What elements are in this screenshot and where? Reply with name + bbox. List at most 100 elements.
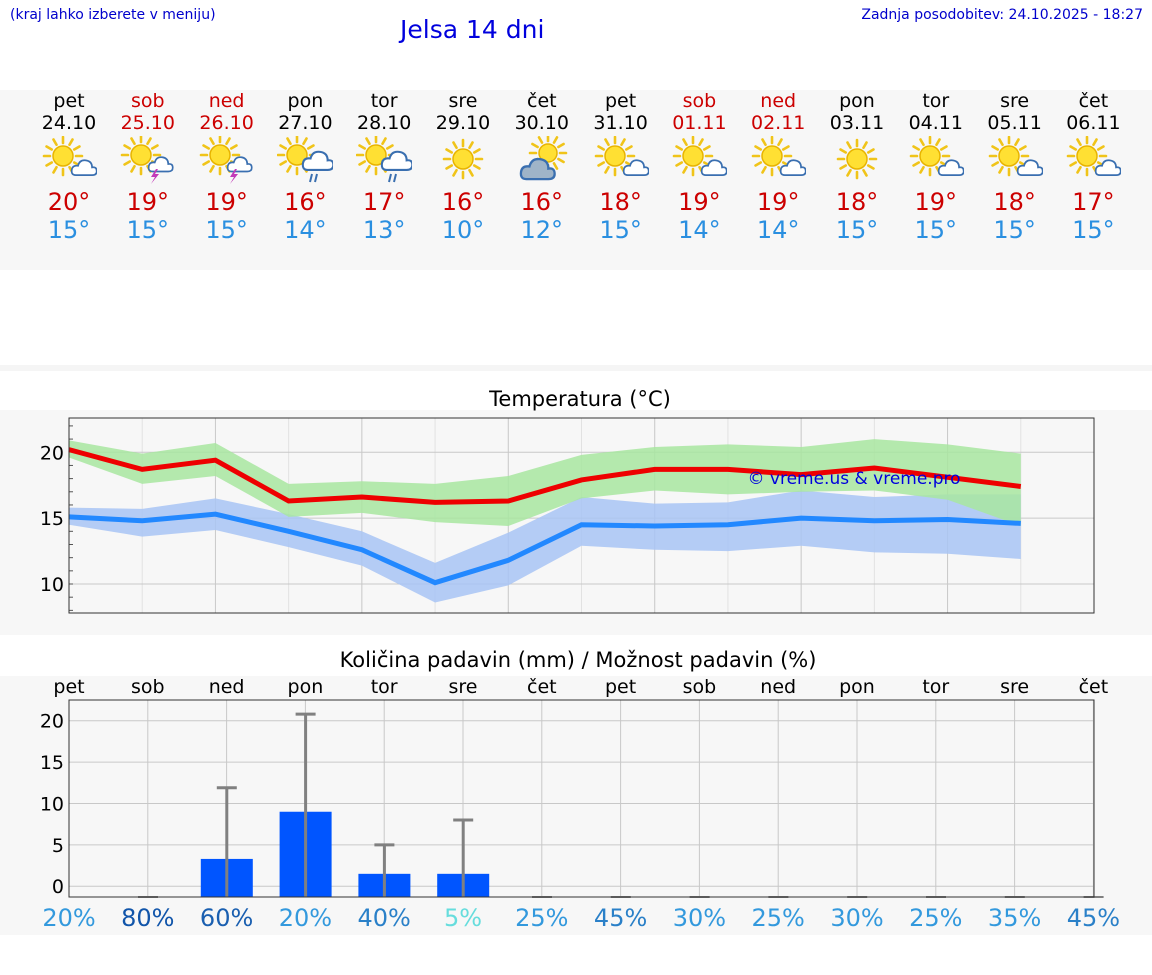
day-date: 03.11 xyxy=(829,112,885,134)
forecast-day: pet 31.10 18° 15° xyxy=(583,90,659,244)
sun-cloud-icon xyxy=(42,136,97,177)
y-tick-label: 15 xyxy=(40,752,64,774)
min-temperature: 15° xyxy=(205,216,248,244)
day-date: 28.10 xyxy=(356,112,412,134)
separator xyxy=(0,365,1152,371)
precipitation-day-label: tor xyxy=(370,676,398,698)
day-name: sob xyxy=(682,90,717,112)
precipitation-probability: 30% xyxy=(830,904,884,932)
precipitation-probability: 35% xyxy=(987,904,1042,932)
last-updated: Zadnja posodobitev: 24.10.2025 - 18:27 xyxy=(861,7,1143,23)
sun-icon xyxy=(836,138,878,180)
max-temperature: 16° xyxy=(284,188,327,216)
min-temperature: 15° xyxy=(993,216,1036,244)
max-temperature: 19° xyxy=(914,188,958,216)
min-temperature: 12° xyxy=(520,216,564,244)
precipitation-probability: 45% xyxy=(1066,904,1121,932)
precipitation-day-label: čet xyxy=(527,676,557,698)
day-name: sre xyxy=(448,90,478,112)
sun-cloud-thunder-icon xyxy=(199,136,253,184)
day-name: tor xyxy=(370,90,398,112)
precipitation-probability: 30% xyxy=(672,904,727,932)
day-date: 05.11 xyxy=(987,112,1042,134)
precipitation-day-label: sre xyxy=(1000,676,1030,698)
precipitation-day-label: čet xyxy=(1078,676,1109,698)
min-temperature: 15° xyxy=(126,216,170,244)
forecast-day: sob 01.11 19° 14° xyxy=(661,90,737,244)
sun-cloud-icon xyxy=(1067,136,1122,177)
max-temperature: 19° xyxy=(205,188,248,216)
day-name: čet xyxy=(1078,90,1109,112)
sun-cloud-icon xyxy=(594,136,649,177)
min-temperature: 14° xyxy=(756,216,800,244)
day-date: 25.10 xyxy=(120,112,175,134)
precipitation-day-label: ned xyxy=(760,676,797,698)
precipitation-day-label: ned xyxy=(208,676,245,698)
y-tick-label: 15 xyxy=(40,508,64,530)
y-tick-label: 20 xyxy=(40,711,64,733)
precipitation-probability: 45% xyxy=(593,904,648,932)
min-temperature: 14° xyxy=(678,216,721,244)
day-name: sob xyxy=(131,90,165,112)
series-line xyxy=(68,447,1022,505)
forecast-day: sre 29.10 16° 10° xyxy=(425,90,501,244)
day-name: tor xyxy=(922,90,950,112)
precipitation-probability: 40% xyxy=(357,904,411,932)
plot-frame xyxy=(68,417,1095,614)
day-date: 24.10 xyxy=(41,112,97,134)
min-temperature: 15° xyxy=(47,216,91,244)
forecast-day: ned 26.10 19° 15° xyxy=(189,90,265,244)
forecast-day: sob 25.10 19° 15° xyxy=(110,90,186,244)
max-temperature: 16° xyxy=(520,188,564,216)
day-date: 02.11 xyxy=(750,112,806,134)
forecast-day: tor 28.10 17° 13° xyxy=(346,90,422,244)
precipitation-day-label: sre xyxy=(448,676,478,698)
max-temperature: 19° xyxy=(126,188,170,216)
day-date: 27.10 xyxy=(278,112,333,134)
max-temperature: 19° xyxy=(756,188,800,216)
y-tick-label: 0 xyxy=(52,876,64,898)
precipitation-probability: 5% xyxy=(443,904,483,932)
min-temperature: 10° xyxy=(441,216,485,244)
temperature-chart-title: Temperatura (°C) xyxy=(489,387,671,411)
min-temperature: 15° xyxy=(599,216,642,244)
temperature-chart: 10 15 20 © vreme.us & vreme.pro xyxy=(40,417,1095,614)
forecast-day: čet 06.11 17° 15° xyxy=(1055,90,1131,244)
precipitation-probability: 20% xyxy=(278,904,333,932)
watermark: © vreme.us & vreme.pro xyxy=(747,469,960,489)
day-date: 31.10 xyxy=(593,112,648,134)
plot-frame xyxy=(68,699,1095,898)
day-date: 26.10 xyxy=(199,112,254,134)
precipitation-day-label: pet xyxy=(53,676,85,698)
day-name: pon xyxy=(287,90,324,112)
day-name: sre xyxy=(1000,90,1030,112)
sun-cloud-icon xyxy=(751,136,807,177)
day-name: pet xyxy=(53,90,85,112)
sun-cloud-icon xyxy=(909,136,964,177)
precipitation-day-label: pon xyxy=(839,676,875,698)
precipitation-day-label: tor xyxy=(922,676,950,698)
max-temperature: 16° xyxy=(441,188,485,216)
precipitation-probability: 25% xyxy=(515,904,569,932)
precipitation-probability: 20% xyxy=(42,904,96,932)
forecast-day: pon 27.10 16° 14° xyxy=(267,90,343,244)
max-temperature: 18° xyxy=(993,188,1036,216)
cloud-sun-icon xyxy=(519,136,568,181)
max-temperature: 17° xyxy=(362,188,406,216)
max-temperature: 20° xyxy=(47,188,91,216)
min-temperature: 15° xyxy=(914,216,958,244)
min-temperature: 15° xyxy=(1072,216,1115,244)
day-name: čet xyxy=(527,90,557,112)
min-temperature: 14° xyxy=(284,216,327,244)
sun-cloud-thunder-icon xyxy=(120,136,174,184)
forecast-day: čet 30.10 16° 12° xyxy=(504,90,580,244)
precipitation-chart: 0 5 10 15 20 xyxy=(40,699,1104,898)
day-name: pon xyxy=(839,90,875,112)
precipitation-probability: 80% xyxy=(121,904,175,932)
day-date: 06.11 xyxy=(1066,112,1121,134)
series-band xyxy=(69,439,1021,527)
day-date: 01.11 xyxy=(672,112,727,134)
forecast-day: pet 24.10 20° 15° xyxy=(31,90,107,244)
max-temperature: 19° xyxy=(678,188,721,216)
day-date: 29.10 xyxy=(435,112,491,134)
